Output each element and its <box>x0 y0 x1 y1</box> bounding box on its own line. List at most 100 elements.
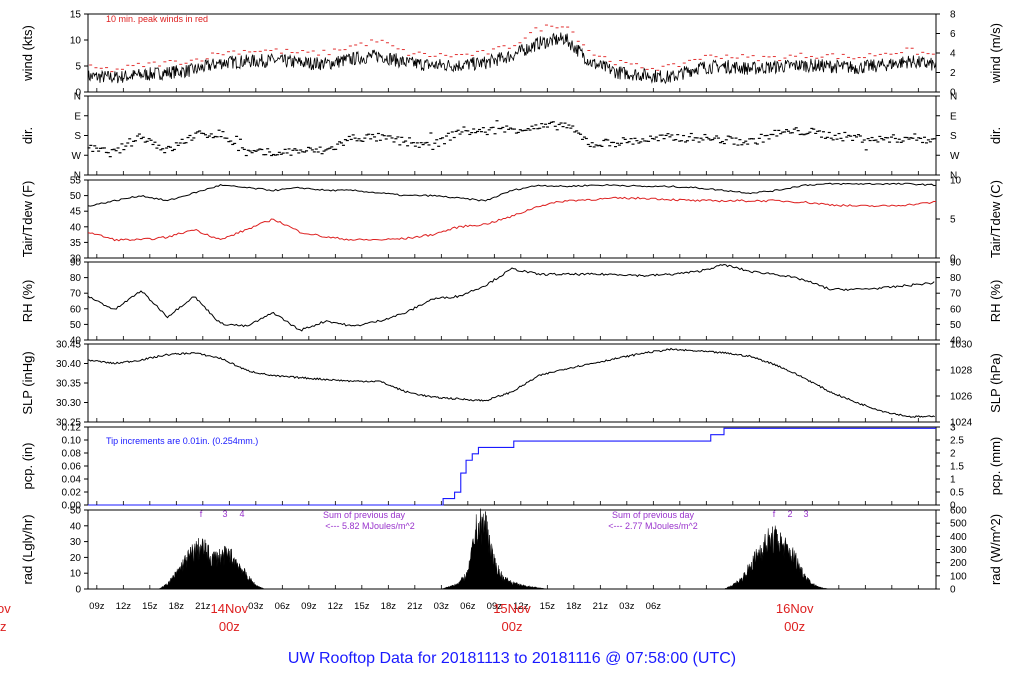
dir-ytick-label-right: N <box>950 92 957 103</box>
time-tick-label: 21z <box>593 601 609 612</box>
time-tick-label: 15z <box>540 601 556 612</box>
time-tick-label: 06z <box>460 601 476 612</box>
temp-ytick-label-right: 10 <box>950 176 962 187</box>
wind-ytick-label-right: 2 <box>950 68 956 79</box>
time-tick-label: 03z <box>434 601 450 612</box>
date-label: 15Nov <box>493 601 531 616</box>
time-tick-label: 15z <box>142 601 158 612</box>
wind-ytick-label-left: 15 <box>70 10 82 21</box>
slp-ytick-label-left: 30.40 <box>56 359 81 370</box>
time-tick-label: 03z <box>619 601 635 612</box>
rad-ytick-label-left: 50 <box>70 506 82 517</box>
pcp-ytick-label-right: 1.5 <box>950 462 964 473</box>
pcp-ytick-label-right: 2 <box>950 449 956 460</box>
time-tick-label: 09z <box>301 601 317 612</box>
temp-ylabel-left: Tair/Tdew (F) <box>20 181 35 258</box>
date-hour-label: 00z <box>219 619 240 634</box>
dir-ytick-label-right: W <box>950 151 960 162</box>
temp-ytick-label-right: 0 <box>950 254 956 265</box>
tdew-line <box>87 196 937 242</box>
rh-ytick-label-right: 40 <box>950 336 962 347</box>
wind-ytick-label-right: 0 <box>950 88 956 99</box>
rad-ytick-label-right: 300 <box>950 545 967 556</box>
dir-ytick-label-left: E <box>74 111 81 122</box>
pcp-ytick-label-right: 1 <box>950 475 956 486</box>
rad-marker: 3 <box>803 509 808 519</box>
rh-ytick-label-right: 80 <box>950 273 962 284</box>
temp-ytick-label-right: 5 <box>950 215 956 226</box>
slp-ytick-label-left: 30.30 <box>56 398 81 409</box>
rad-marker: 3 <box>222 509 227 519</box>
temp-ytick-label-left: 45 <box>70 207 82 218</box>
dir-ytick-label-left: N <box>74 171 81 182</box>
pcp-ytick-label-left: 0.12 <box>62 423 82 434</box>
rad-ytick-label-left: 40 <box>70 521 82 532</box>
dir-ytick-label-left: S <box>74 131 81 142</box>
rh-ytick-label-left: 60 <box>70 304 82 315</box>
rh-panel-frame <box>87 261 937 341</box>
rad-ytick-label-right: 400 <box>950 532 967 543</box>
rad-ylabel-left: rad (Lgly/hr) <box>20 514 35 584</box>
temp-ytick-label-left: 40 <box>70 222 82 233</box>
rad-sum-value-1: <--- 5.82 MJoules/m^2 <box>325 521 415 531</box>
time-tick-label: 21z <box>407 601 423 612</box>
slp-ytick-label-left: 30.25 <box>56 418 81 429</box>
rad-ytick-label-right: 100 <box>950 571 967 582</box>
wind-panel-frame <box>87 13 937 93</box>
rh-ytick-label-right: 70 <box>950 289 962 300</box>
time-tick-label: 06z <box>646 601 662 612</box>
rh-ylabel-left: RH (%) <box>20 280 35 323</box>
slp-ytick-label-left: 30.45 <box>56 340 81 351</box>
wind-ylabel-left: wind (kts) <box>20 25 35 82</box>
rad-marker: f <box>773 509 776 519</box>
rad-ytick-label-left: 30 <box>70 537 82 548</box>
rh-ytick-label-left: 40 <box>70 336 82 347</box>
rh-ylabel-right: RH (%) <box>988 280 1003 323</box>
tair-line <box>87 182 937 207</box>
rh-line <box>87 263 935 332</box>
dir-ytick-label-left: W <box>72 151 82 162</box>
wind-ytick-label-right: 8 <box>950 10 956 21</box>
temp-ylabel-right: Tair/Tdew (C) <box>988 180 1003 258</box>
slp-ytick-label-left: 30.35 <box>56 379 81 390</box>
slp-line <box>87 347 935 419</box>
time-tick-label: 12z <box>116 601 132 612</box>
time-tick-label: 09z <box>89 601 105 612</box>
wind-ytick-label-left: 5 <box>75 62 81 73</box>
rh-ytick-label-right: 90 <box>950 258 962 269</box>
date-hour-label: 00z <box>502 619 523 634</box>
rad-ytick-label-left: 0 <box>75 585 81 596</box>
rad-ytick-label-right: 200 <box>950 558 967 569</box>
pcp-ytick-label-left: 0.00 <box>62 501 82 512</box>
chart-title: UW Rooftop Data for 20181113 to 20181116… <box>287 650 737 667</box>
dir-ytick-label-left: N <box>74 92 81 103</box>
rad-day-3-area <box>723 525 831 590</box>
pcp-ylabel-left: pcp. (in) <box>20 443 35 490</box>
rad-sum-value-2: <--- 2.77 MJoules/m^2 <box>608 521 698 531</box>
wind-speed-line <box>87 32 937 85</box>
rad-sum-note-2: Sum of previous day <box>612 510 695 520</box>
rad-ytick-label-right: 600 <box>950 506 967 517</box>
wind-ytick-label-left: 10 <box>70 36 82 47</box>
rh-ytick-label-left: 90 <box>70 258 82 269</box>
pcp-ytick-label-right: 0 <box>950 501 956 512</box>
time-tick-label: 18z <box>381 601 397 612</box>
pcp-ytick-label-left: 0.02 <box>62 488 82 499</box>
pcp-ytick-label-left: 0.10 <box>62 436 82 447</box>
time-tick-label: 21z <box>195 601 211 612</box>
dir-ytick-label-right: N <box>950 171 957 182</box>
rad-day-2-area <box>441 508 548 590</box>
dir-panel-frame <box>87 95 937 176</box>
rad-marker: 4 <box>239 509 244 519</box>
date-label-cut: ov <box>0 601 11 616</box>
time-tick-label: 12z <box>328 601 344 612</box>
date-hour-label-cut: z <box>0 619 7 634</box>
pcp-ylabel-right: pcp. (mm) <box>988 437 1003 496</box>
wind-ylabel-right: wind (m/s) <box>988 23 1003 84</box>
pcp-ytick-label-right: 3 <box>950 423 956 434</box>
date-label: 14Nov <box>211 601 249 616</box>
rh-ytick-label-left: 70 <box>70 289 82 300</box>
rh-ytick-label-right: 60 <box>950 304 962 315</box>
rad-marker: f <box>200 509 203 519</box>
